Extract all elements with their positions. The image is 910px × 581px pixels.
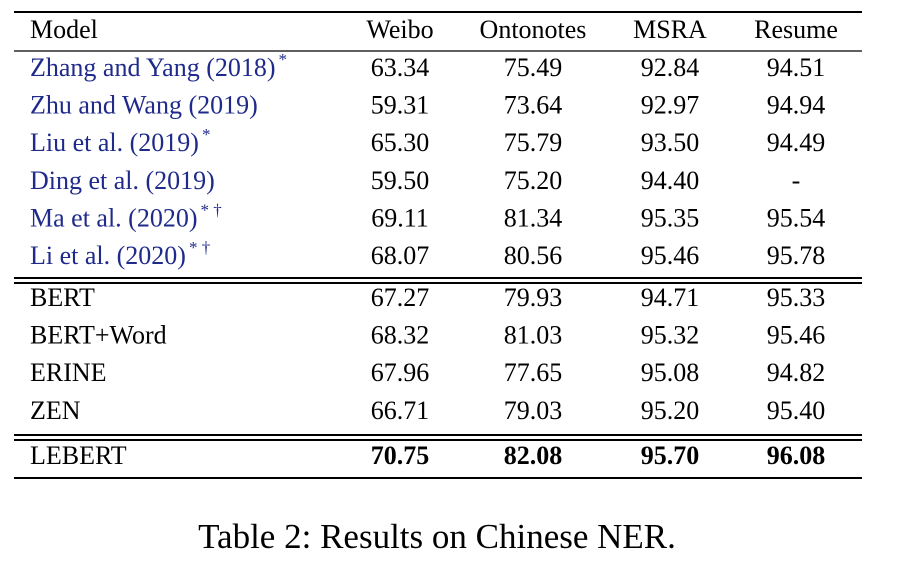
model-label: Li et al. (2020) [30, 241, 186, 270]
model-name: BERT [30, 283, 95, 312]
column-header: Ontonotes [480, 15, 587, 44]
model-label: ZEN [30, 396, 81, 425]
score-cell: 81.03 [504, 321, 563, 350]
score-cell: 94.40 [641, 166, 700, 195]
score-cell: 94.51 [767, 53, 826, 82]
score-cell: - [792, 166, 801, 195]
model-name: Li et al. (2020) * † [30, 238, 210, 270]
score-cell: 95.33 [767, 283, 826, 312]
score-cell: 59.50 [371, 166, 430, 195]
model-name: ERINE [30, 358, 107, 387]
score-cell: 81.34 [504, 203, 563, 232]
score-cell: 73.64 [504, 91, 563, 120]
score-cell: 95.46 [641, 241, 700, 270]
model-label: Liu et al. (2019) [30, 128, 199, 157]
score-cell: 67.27 [371, 283, 430, 312]
score-cell: 94.49 [767, 128, 826, 157]
model-label: ERINE [30, 358, 107, 387]
column-header: Resume [754, 15, 838, 44]
score-cell: 94.71 [641, 283, 700, 312]
score-cell: 95.78 [767, 241, 826, 270]
model-name: Liu et al. (2019) * [30, 125, 210, 157]
footnote-marks: * † [201, 200, 222, 219]
score-cell: 68.32 [371, 321, 430, 350]
score-cell: 94.94 [767, 91, 826, 120]
model-label: Zhang and Yang (2018) [30, 53, 276, 82]
score-cell: 96.08 [767, 441, 826, 470]
score-cell: 77.65 [504, 358, 563, 387]
score-cell: 69.11 [371, 203, 429, 232]
score-cell: 75.20 [504, 166, 563, 195]
model-label: LEBERT [30, 441, 127, 470]
score-cell: 93.50 [641, 128, 700, 157]
score-cell: 92.84 [641, 53, 700, 82]
model-label: Zhu and Wang (2019) [30, 91, 258, 120]
score-cell: 67.96 [371, 358, 430, 387]
score-cell: 75.49 [504, 53, 563, 82]
score-cell: 59.31 [371, 91, 430, 120]
footnote-marks: * [279, 50, 288, 69]
score-cell: 95.54 [767, 203, 826, 232]
model-label: Ding et al. (2019) [30, 166, 215, 195]
score-cell: 95.46 [767, 321, 826, 350]
score-cell: 95.32 [641, 321, 700, 350]
score-cell: 75.79 [504, 128, 563, 157]
score-cell: 79.03 [504, 396, 563, 425]
score-cell: 95.40 [767, 396, 826, 425]
model-label: Ma et al. (2020) [30, 203, 198, 232]
score-cell: 95.35 [641, 203, 700, 232]
model-name: ZEN [30, 396, 81, 425]
footnote-marks: * † [189, 238, 210, 257]
score-cell: 94.82 [767, 358, 826, 387]
column-header: MSRA [633, 15, 707, 44]
footnote-marks: * [202, 125, 211, 144]
score-cell: 82.08 [504, 441, 563, 470]
score-cell: 65.30 [371, 128, 430, 157]
model-label: BERT+Word [30, 321, 167, 350]
score-cell: 95.08 [641, 358, 700, 387]
model-name: Zhang and Yang (2018) * [30, 50, 287, 82]
column-header: Weibo [366, 15, 433, 44]
score-cell: 66.71 [371, 396, 430, 425]
score-cell: 95.20 [641, 396, 700, 425]
model-name: Ma et al. (2020) * † [30, 200, 222, 232]
caption: Table 2: Results on Chinese NER. [198, 517, 676, 556]
model-name: Ding et al. (2019) [30, 166, 215, 195]
score-cell: 70.75 [371, 441, 430, 470]
score-cell: 92.97 [641, 91, 700, 120]
score-cell: 68.07 [371, 241, 430, 270]
score-cell: 63.34 [371, 53, 430, 82]
column-header: Model [30, 15, 98, 44]
score-cell: 79.93 [504, 283, 563, 312]
model-name: BERT+Word [30, 321, 167, 350]
model-label: BERT [30, 283, 95, 312]
score-cell: 80.56 [504, 241, 563, 270]
model-name: LEBERT [30, 441, 127, 470]
score-cell: 95.70 [641, 441, 700, 470]
model-name: Zhu and Wang (2019) [30, 91, 258, 120]
